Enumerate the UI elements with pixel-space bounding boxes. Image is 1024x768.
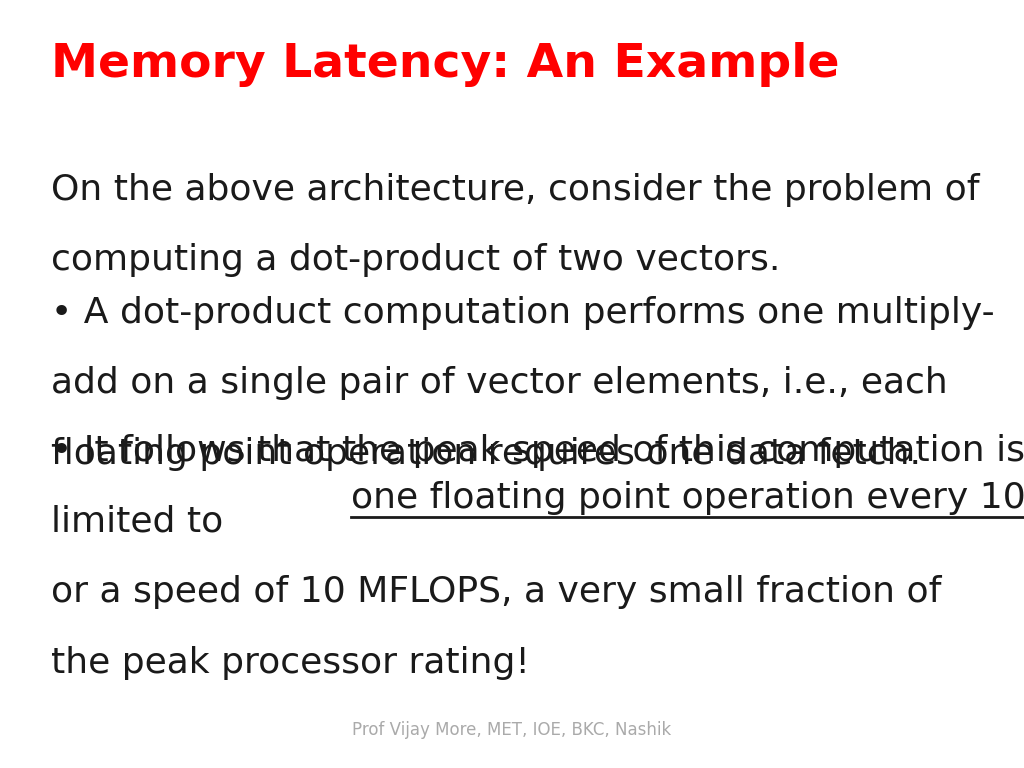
Text: computing a dot-product of two vectors.: computing a dot-product of two vectors.	[51, 243, 780, 277]
Text: limited to: limited to	[51, 505, 234, 538]
Text: On the above architecture, consider the problem of: On the above architecture, consider the …	[51, 173, 980, 207]
Text: floating point operation requires one data fetch.: floating point operation requires one da…	[51, 437, 922, 471]
Text: one floating point operation every 100 ns: one floating point operation every 100 n…	[351, 481, 1024, 515]
Text: • It follows that the peak speed of this computation is: • It follows that the peak speed of this…	[51, 434, 1024, 468]
Text: add on a single pair of vector elements, i.e., each: add on a single pair of vector elements,…	[51, 366, 948, 400]
Text: the peak processor rating!: the peak processor rating!	[51, 646, 530, 680]
Text: or a speed of 10 MFLOPS, a very small fraction of: or a speed of 10 MFLOPS, a very small fr…	[51, 575, 942, 609]
Text: Prof Vijay More, MET, IOE, BKC, Nashik: Prof Vijay More, MET, IOE, BKC, Nashik	[352, 721, 672, 739]
Text: • A dot-product computation performs one multiply-: • A dot-product computation performs one…	[51, 296, 995, 329]
Text: Memory Latency: An Example: Memory Latency: An Example	[51, 42, 840, 88]
